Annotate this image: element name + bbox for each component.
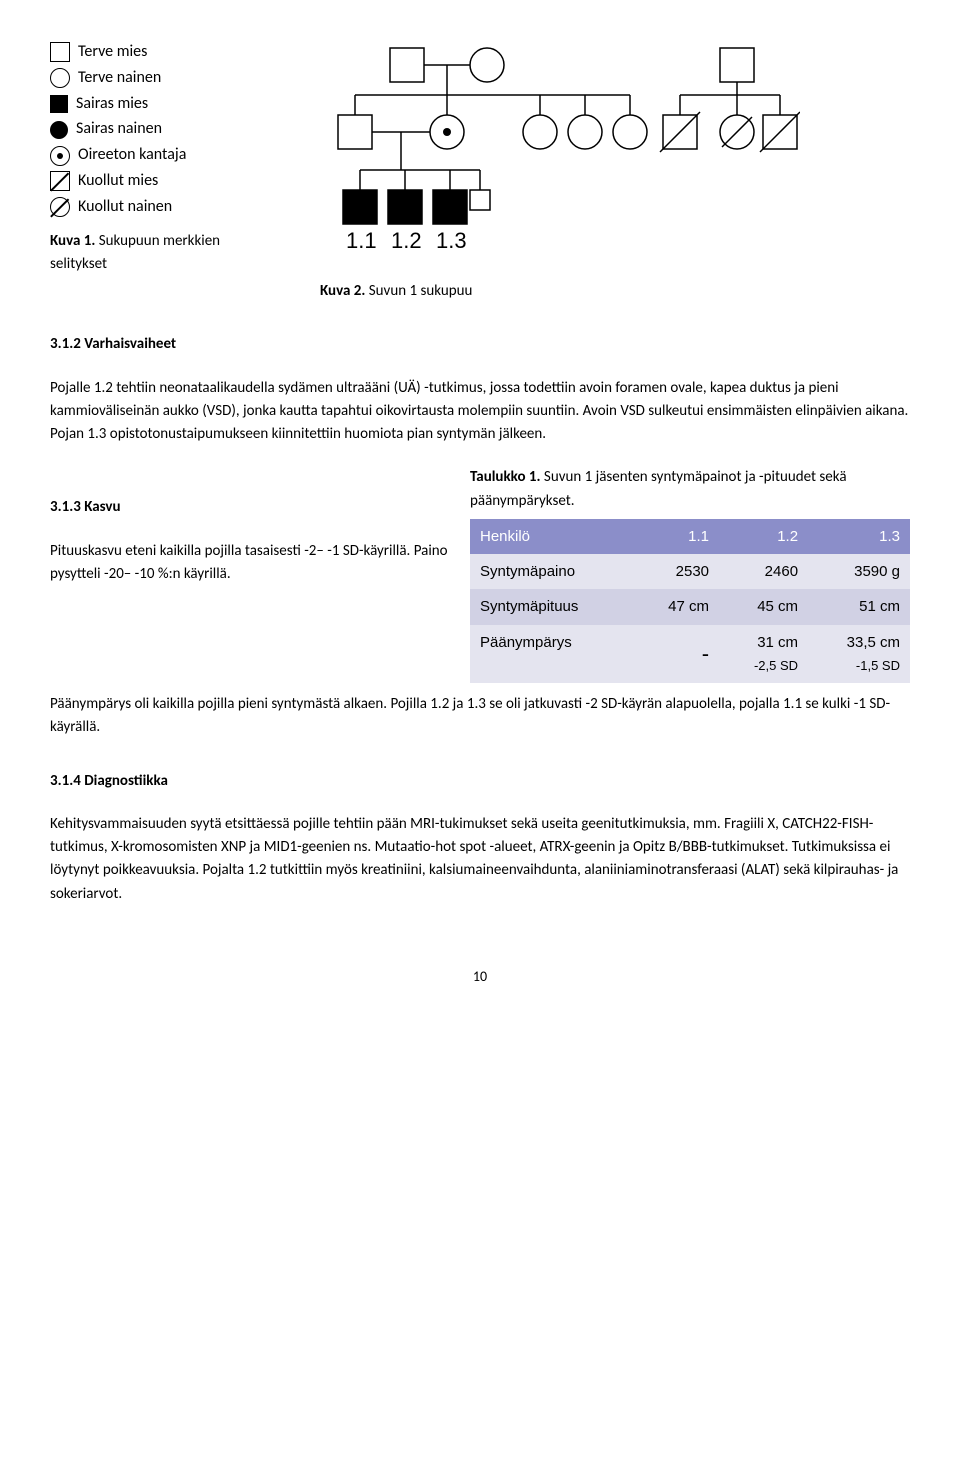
- td: 2460: [719, 554, 808, 589]
- td-label: Päänympärys: [470, 625, 634, 684]
- circle-dot-icon: [50, 146, 70, 166]
- legend-item: Oireeton kantaja: [50, 143, 280, 168]
- td: 3590 g: [808, 554, 910, 589]
- square-filled-icon: [50, 95, 68, 113]
- td: 45 cm: [719, 589, 808, 624]
- paragraph-314: Kehitysvammaisuuden syytä etsittäessä po…: [50, 813, 910, 906]
- page-number: 10: [50, 966, 910, 988]
- heading-313: 3.1.3 Kasvu: [50, 496, 450, 519]
- square-open-icon: [50, 42, 70, 62]
- legend-label: Sairas mies: [76, 92, 148, 117]
- table-row: Syntymäpituus 47 cm 45 cm 51 cm: [470, 589, 910, 624]
- th-col: 1.1: [634, 519, 719, 554]
- circle-open-icon: [50, 68, 70, 88]
- td-sub: -2,5 SD: [754, 658, 798, 673]
- td: 31 cm -2,5 SD: [719, 625, 808, 684]
- section-313-left: 3.1.3 Kasvu Pituuskasvu eteni kaikilla p…: [50, 466, 450, 683]
- table1-caption: Taulukko 1. Suvun 1 jäsenten syntymäpain…: [470, 466, 910, 513]
- caption-bold: Kuva 2.: [320, 282, 365, 300]
- circle-slash-icon: [50, 197, 70, 217]
- pedigree-label: 1.2: [391, 228, 422, 253]
- pedigree-label: 1.1: [346, 228, 377, 253]
- paragraph-313-after: Päänympärys oli kaikilla pojilla pieni s…: [50, 693, 910, 740]
- legend-label: Kuollut nainen: [78, 195, 172, 220]
- legend-item: Sairas nainen: [50, 117, 280, 142]
- paragraph-312: Pojalle 1.2 tehtiin neonataalikaudella s…: [50, 377, 910, 447]
- td-label: Syntymäpaino: [470, 554, 634, 589]
- td: 2530: [634, 554, 719, 589]
- th-col: 1.2: [719, 519, 808, 554]
- table-header-row: Henkilö 1.1 1.2 1.3: [470, 519, 910, 554]
- figures-row: Terve mies Terve nainen Sairas mies Sair…: [50, 40, 910, 303]
- square-slash-icon: [50, 171, 70, 191]
- pedigree-label: 1.3: [436, 228, 467, 253]
- legend-item: Kuollut nainen: [50, 195, 280, 220]
- td: 33,5 cm -1,5 SD: [808, 625, 910, 684]
- heading-314: 3.1.4 Diagnostiikka: [50, 770, 910, 793]
- paragraph-313-left: Pituuskasvu eteni kaikilla pojilla tasai…: [50, 540, 450, 587]
- td: 51 cm: [808, 589, 910, 624]
- figure2-caption: Kuva 2. Suvun 1 sukupuu: [320, 280, 910, 303]
- legend-item: Sairas mies: [50, 92, 280, 117]
- legend-block: Terve mies Terve nainen Sairas mies Sair…: [50, 40, 280, 303]
- caption-bold: Taulukko 1.: [470, 468, 541, 486]
- legend-label: Terve mies: [78, 40, 147, 65]
- legend-label: Kuollut mies: [78, 169, 158, 194]
- table-row: Päänympärys - 31 cm -2,5 SD 33,5 cm -1,5 S…: [470, 625, 910, 684]
- th-label: Henkilö: [470, 519, 634, 554]
- circle-filled-icon: [50, 121, 68, 139]
- legend-label: Sairas nainen: [76, 117, 162, 142]
- td-val: 33,5 cm: [847, 634, 900, 651]
- table1-block: Taulukko 1. Suvun 1 jäsenten syntymäpain…: [470, 466, 910, 683]
- caption-rest: Suvun 1 sukupuu: [365, 282, 472, 300]
- pedigree-block: 1.1 1.2 1.3 Kuva 2. Suvun 1 sukupuu: [320, 40, 910, 303]
- legend-label: Oireeton kantaja: [78, 143, 186, 168]
- td-val: 31 cm: [757, 634, 798, 651]
- caption-bold: Kuva 1.: [50, 232, 95, 250]
- pedigree-diagram: 1.1 1.2 1.3: [320, 40, 800, 270]
- heading-312: 3.1.2 Varhaisvaiheet: [50, 333, 910, 356]
- table1: Henkilö 1.1 1.2 1.3 Syntymäpaino 2530 24…: [470, 519, 910, 683]
- figure1-caption: Kuva 1. Sukupuun merkkien selitykset: [50, 230, 280, 277]
- legend-label: Terve nainen: [78, 66, 161, 91]
- td-sub: -1,5 SD: [856, 658, 900, 673]
- legend-item: Terve nainen: [50, 66, 280, 91]
- legend-item: Kuollut mies: [50, 169, 280, 194]
- table-row: Syntymäpaino 2530 2460 3590 g: [470, 554, 910, 589]
- td: -: [634, 625, 719, 684]
- th-col: 1.3: [808, 519, 910, 554]
- section-313-row: 3.1.3 Kasvu Pituuskasvu eteni kaikilla p…: [50, 466, 910, 683]
- td-label: Syntymäpituus: [470, 589, 634, 624]
- td: 47 cm: [634, 589, 719, 624]
- legend-item: Terve mies: [50, 40, 280, 65]
